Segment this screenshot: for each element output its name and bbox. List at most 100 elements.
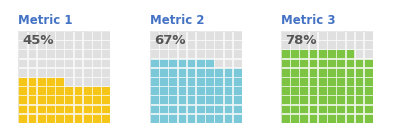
Bar bbox=[18, 49, 27, 58]
Bar bbox=[37, 59, 45, 67]
Bar bbox=[281, 95, 290, 104]
Bar bbox=[18, 59, 27, 67]
Bar bbox=[37, 105, 45, 113]
Bar bbox=[64, 49, 73, 58]
Bar bbox=[205, 105, 214, 113]
Bar bbox=[364, 68, 373, 77]
Bar bbox=[150, 59, 159, 67]
Bar bbox=[159, 114, 168, 123]
Bar bbox=[281, 40, 290, 49]
Bar bbox=[224, 105, 232, 113]
Bar bbox=[159, 86, 168, 95]
Bar bbox=[73, 105, 83, 113]
Bar bbox=[233, 40, 242, 49]
Bar bbox=[205, 59, 214, 67]
Bar bbox=[55, 31, 64, 40]
Bar bbox=[101, 86, 110, 95]
Bar bbox=[205, 49, 214, 58]
Bar bbox=[73, 86, 83, 95]
Bar bbox=[299, 31, 308, 40]
Bar bbox=[355, 77, 363, 86]
Bar bbox=[101, 49, 110, 58]
Bar bbox=[46, 40, 55, 49]
Bar bbox=[224, 59, 232, 67]
Bar bbox=[73, 49, 83, 58]
Bar bbox=[187, 77, 196, 86]
Bar bbox=[64, 68, 73, 77]
Bar bbox=[318, 59, 327, 67]
Bar bbox=[28, 77, 36, 86]
Bar bbox=[299, 68, 308, 77]
Bar bbox=[101, 68, 110, 77]
Bar bbox=[46, 31, 55, 40]
Bar bbox=[346, 31, 354, 40]
Bar bbox=[346, 114, 354, 123]
Bar bbox=[83, 59, 92, 67]
Bar bbox=[37, 86, 45, 95]
Bar bbox=[205, 86, 214, 95]
Bar bbox=[187, 105, 196, 113]
Bar bbox=[37, 77, 45, 86]
Bar bbox=[101, 77, 110, 86]
Bar bbox=[46, 114, 55, 123]
Bar bbox=[224, 40, 232, 49]
Bar bbox=[205, 31, 214, 40]
Bar bbox=[364, 77, 373, 86]
Bar bbox=[73, 114, 83, 123]
Bar bbox=[83, 77, 92, 86]
Bar bbox=[150, 114, 159, 123]
Bar bbox=[92, 114, 101, 123]
Bar bbox=[346, 59, 354, 67]
Bar bbox=[299, 59, 308, 67]
Bar bbox=[177, 59, 186, 67]
Bar bbox=[233, 49, 242, 58]
Bar bbox=[327, 95, 336, 104]
Bar bbox=[168, 40, 177, 49]
Text: Metric 2: Metric 2 bbox=[150, 14, 204, 27]
Bar bbox=[196, 40, 205, 49]
Bar bbox=[196, 114, 205, 123]
Bar bbox=[214, 105, 223, 113]
Bar bbox=[196, 77, 205, 86]
Bar bbox=[355, 59, 363, 67]
Bar bbox=[46, 49, 55, 58]
Bar bbox=[177, 31, 186, 40]
Bar bbox=[214, 95, 223, 104]
Bar bbox=[290, 105, 299, 113]
Bar bbox=[233, 105, 242, 113]
Bar bbox=[196, 86, 205, 95]
Bar bbox=[150, 95, 159, 104]
Bar bbox=[177, 40, 186, 49]
Bar bbox=[318, 86, 327, 95]
Bar bbox=[346, 68, 354, 77]
Bar bbox=[101, 95, 110, 104]
Bar bbox=[177, 49, 186, 58]
Bar bbox=[233, 77, 242, 86]
Bar bbox=[336, 68, 345, 77]
Bar bbox=[159, 49, 168, 58]
Bar bbox=[55, 40, 64, 49]
Bar bbox=[150, 86, 159, 95]
Bar bbox=[168, 95, 177, 104]
Bar bbox=[233, 95, 242, 104]
Bar bbox=[83, 68, 92, 77]
Bar bbox=[92, 68, 101, 77]
Bar bbox=[92, 40, 101, 49]
Bar bbox=[308, 31, 318, 40]
Bar bbox=[327, 49, 336, 58]
Bar bbox=[92, 31, 101, 40]
Bar bbox=[83, 49, 92, 58]
Bar bbox=[196, 49, 205, 58]
Bar bbox=[46, 77, 55, 86]
Bar bbox=[64, 59, 73, 67]
Bar bbox=[46, 86, 55, 95]
Bar bbox=[364, 86, 373, 95]
Bar bbox=[159, 77, 168, 86]
Bar bbox=[55, 49, 64, 58]
Bar bbox=[233, 68, 242, 77]
Bar bbox=[205, 68, 214, 77]
Bar bbox=[150, 31, 159, 40]
Bar bbox=[290, 77, 299, 86]
Bar bbox=[101, 31, 110, 40]
Bar bbox=[187, 95, 196, 104]
